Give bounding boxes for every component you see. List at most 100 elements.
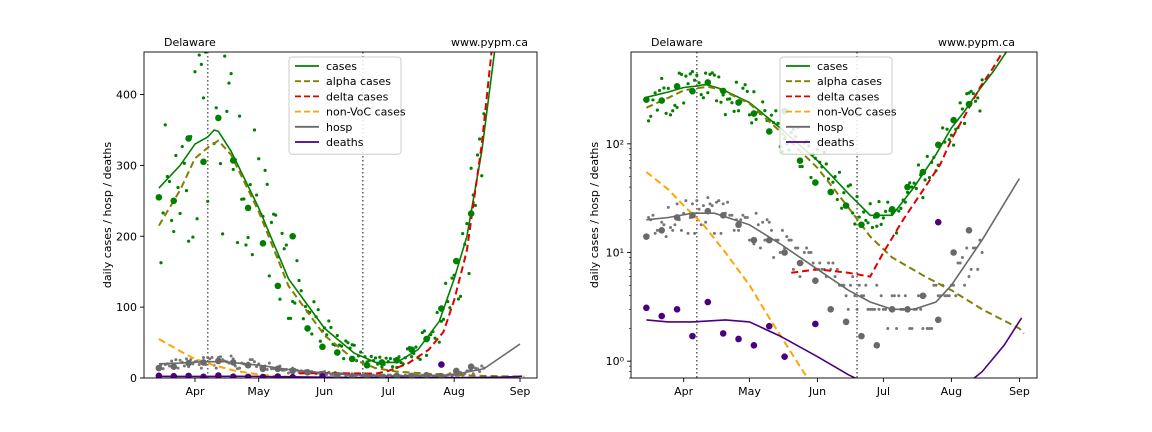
log-daily-hosp-dot <box>647 215 651 219</box>
linear-hosp-points-marker <box>363 373 371 378</box>
log-daily-hosp-dot <box>715 200 719 204</box>
log-daily-hosp-dot <box>916 294 920 298</box>
log-hosp-points-marker <box>735 221 742 229</box>
log-daily-hosp-dot <box>833 275 837 279</box>
log-deaths-points-marker <box>704 298 712 306</box>
log-daily-hosp-dot <box>818 261 822 265</box>
log-daily-hosp-dot <box>807 251 811 255</box>
linear-x-tick-label-4: Aug <box>443 385 464 398</box>
linear-daily-case-dot <box>380 365 384 369</box>
log-cases-points-marker <box>812 179 819 186</box>
linear-series-group <box>155 52 525 378</box>
linear-hosp-points-marker <box>289 367 297 375</box>
linear-hosp-points-marker <box>229 359 237 366</box>
linear-cases-points-marker <box>259 240 267 247</box>
log-daily-hosp-dot <box>671 228 675 232</box>
linear-hosp-points-marker <box>348 373 356 378</box>
linear-daily-case-dot <box>263 168 267 172</box>
linear-daily-case-dot <box>254 193 259 197</box>
log-daily-hosp-dot <box>897 294 901 298</box>
log-daily-hosp-dot <box>728 213 732 217</box>
log-daily-hosp-dot <box>769 228 773 232</box>
linear-deaths-points-marker <box>170 372 178 378</box>
log-daily-case-dot <box>776 121 780 125</box>
linear-deaths-points-marker <box>185 372 192 378</box>
log-daily-case-dot <box>664 111 668 115</box>
linear-hosp-points-marker <box>215 357 222 365</box>
log-hosp-points-marker <box>873 341 881 349</box>
linear-daily-case-dot <box>206 199 210 203</box>
log-legend-label-0: cases <box>817 60 848 73</box>
log-daily-case-dot <box>903 200 907 204</box>
log-deaths-points-marker <box>765 322 773 330</box>
linear-daily-case-dot <box>303 304 308 309</box>
log-daily-hosp-dot <box>910 326 914 330</box>
linear-y-tick-label-2: 200 <box>116 230 137 243</box>
log-daily-hosp-dot <box>660 220 664 224</box>
log-cases-points-marker <box>858 221 865 229</box>
log-daily-case-dot <box>688 72 692 76</box>
log-daily-hosp-dot <box>662 223 666 227</box>
linear-daily-case-dot <box>242 197 246 201</box>
log-series-delta-cases <box>791 52 1004 278</box>
log-daily-hosp-dot <box>927 326 931 330</box>
linear-daily-case-dot <box>182 161 186 165</box>
log-daily-hosp-dot <box>666 205 670 209</box>
log-daily-hosp-dot <box>921 326 925 330</box>
linear-x-tick-label-0: Apr <box>185 385 205 398</box>
linear-daily-hosp-dot <box>286 371 290 375</box>
linear-daily-case-dot <box>250 253 254 257</box>
log-daily-case-dot <box>976 96 980 100</box>
log-cases-points-marker <box>904 183 911 191</box>
log-daily-hosp-dot <box>704 220 708 224</box>
log-daily-case-dot <box>868 202 872 206</box>
log-source-label: www.pypm.ca <box>938 36 1015 49</box>
linear-daily-case-dot <box>267 274 271 278</box>
log-daily-hosp-dot <box>873 307 877 311</box>
log-legend-label-1: alpha cases <box>817 75 882 88</box>
linear-daily-case-dot <box>439 319 444 323</box>
log-daily-case-dot <box>980 78 984 82</box>
log-daily-case-dot <box>747 113 752 117</box>
linear-daily-case-dot <box>465 222 469 226</box>
log-hosp-points-marker <box>888 306 896 313</box>
linear-daily-case-dot <box>221 232 225 236</box>
linear-daily-case-dot <box>378 355 382 359</box>
linear-series-cases <box>158 52 496 364</box>
linear-daily-case-dot <box>359 350 363 354</box>
log-daily-case-dot <box>695 73 699 77</box>
log-daily-case-dot <box>925 154 929 158</box>
log-hosp-points-marker <box>765 236 773 244</box>
linear-cases-points-marker <box>229 157 237 164</box>
linear-daily-case-dot <box>316 308 320 312</box>
linear-hosp-points-marker <box>408 372 415 378</box>
log-daily-case-dot <box>886 200 890 204</box>
linear-cases-points-marker <box>363 361 371 369</box>
linear-deaths-points-marker <box>438 361 445 368</box>
log-daily-hosp-dot <box>758 246 762 250</box>
log-hosp-points-marker <box>689 211 696 219</box>
log-daily-case-dot <box>728 97 732 101</box>
linear-daily-case-dot <box>187 239 191 243</box>
log-x-tick-label-5: Sep <box>1009 385 1030 398</box>
log-daily-hosp-dot <box>726 200 730 204</box>
linear-daily-case-dot <box>467 271 471 276</box>
linear-hosp-points-marker <box>438 373 445 378</box>
log-region-label: Delaware <box>651 36 703 49</box>
log-legend-label-2: delta cases <box>817 90 880 103</box>
linear-daily-case-dot <box>418 357 422 361</box>
log-series-group <box>643 52 1025 378</box>
log-deaths-points-marker <box>689 332 696 340</box>
linear-hosp-points-marker <box>155 364 163 372</box>
log-daily-case-dot <box>941 126 945 130</box>
log-x-tick-label-1: May <box>738 385 761 398</box>
log-daily-case-dot <box>743 83 747 87</box>
log-daily-case-dot <box>905 190 910 194</box>
linear-daily-case-dot <box>197 53 201 57</box>
linear-daily-case-dot <box>248 183 252 187</box>
linear-daily-case-dot <box>218 162 223 166</box>
linear-daily-case-dot <box>184 188 189 193</box>
log-daily-hosp-dot <box>697 207 701 211</box>
log-hosp-points-marker <box>827 306 835 313</box>
log-daily-case-dot <box>657 88 662 93</box>
